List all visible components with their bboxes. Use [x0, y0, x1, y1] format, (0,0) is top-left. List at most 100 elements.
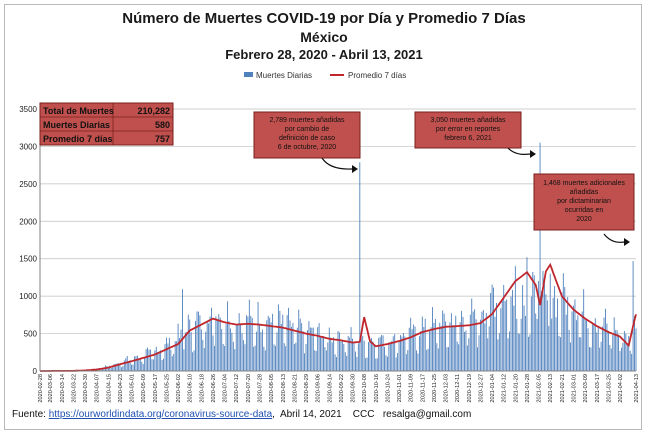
summary-value-daily: 580 — [155, 120, 170, 130]
annotation-oct-arrow — [321, 157, 353, 170]
bar — [559, 337, 561, 371]
bar — [291, 326, 292, 371]
bar — [151, 359, 153, 371]
bar — [259, 324, 260, 371]
annotation-apr-arrow — [603, 233, 625, 243]
bar — [545, 294, 547, 371]
bar — [573, 305, 574, 371]
bar — [113, 363, 115, 371]
bar — [343, 343, 345, 371]
bar — [166, 337, 167, 371]
bar — [503, 284, 505, 371]
bar — [359, 162, 361, 371]
bar — [587, 328, 589, 371]
y-tick-label: 1000 — [19, 292, 37, 301]
bar — [186, 331, 188, 371]
bar — [128, 361, 130, 371]
bar — [225, 324, 227, 371]
bar — [224, 345, 226, 371]
bar — [331, 342, 333, 371]
bar — [632, 261, 634, 371]
bar — [551, 318, 553, 371]
bar — [296, 327, 298, 371]
summary-box: Total de Muertes 210,282 Muertes Diarias… — [39, 102, 174, 146]
bar — [594, 318, 596, 371]
footer-prefix: Fuente: — [12, 409, 46, 420]
bar — [443, 313, 445, 371]
x-tick-label: 2021-01-28 — [525, 374, 531, 403]
bar — [150, 349, 151, 371]
x-tick-label: 2021-04-02 — [618, 374, 624, 403]
bar — [203, 348, 205, 371]
bar — [235, 323, 237, 371]
bar — [464, 332, 465, 371]
summary-label-avg: Promedio 7 días — [43, 134, 113, 144]
bar — [269, 317, 271, 371]
bar — [401, 336, 403, 371]
bar — [439, 322, 441, 371]
x-tick-label: 2020-10-24 — [385, 374, 391, 403]
bar — [311, 327, 313, 371]
bar — [609, 344, 611, 371]
bar — [520, 318, 522, 371]
bar — [279, 310, 281, 371]
bar — [405, 354, 407, 371]
annotation-apr: 1,468 muertes adicionales añadidas por d… — [533, 173, 635, 246]
bar — [190, 332, 192, 371]
x-tick-label: 2020-12-03 — [444, 374, 450, 403]
bar — [619, 351, 621, 371]
bar — [112, 367, 114, 371]
bar — [433, 322, 435, 371]
bar — [251, 317, 253, 371]
x-tick-label: 2020-11-09 — [409, 374, 415, 402]
x-tick-label: 2020-06-26 — [211, 374, 217, 403]
bar — [195, 320, 196, 371]
bar — [628, 335, 630, 371]
bar — [232, 341, 234, 371]
bar — [506, 299, 508, 371]
bar — [147, 347, 149, 371]
bar — [298, 309, 300, 371]
x-tick-label: 2021-01-04 — [490, 374, 496, 403]
x-tick-label: 2020-10-08 — [362, 374, 368, 403]
x-tick-label: 2021-02-21 — [560, 374, 566, 403]
bar — [266, 320, 268, 371]
bar — [616, 330, 618, 371]
bar — [602, 326, 604, 371]
bar — [288, 307, 290, 371]
x-tick-label: 2020-07-04 — [223, 374, 229, 403]
bar — [527, 336, 529, 371]
bar — [410, 317, 412, 371]
bar — [318, 323, 320, 371]
bar — [612, 335, 614, 371]
bar — [501, 299, 503, 371]
bar — [301, 323, 303, 371]
bar — [173, 353, 175, 371]
chart-title: Número de Muertes COVID-19 por Día y Pro… — [122, 10, 526, 27]
bar — [305, 343, 307, 371]
bar — [118, 363, 119, 371]
bar — [234, 349, 236, 371]
bar — [461, 310, 463, 371]
annotation-oct-line-1: 2,789 muertes añadidas — [269, 117, 345, 124]
bar — [158, 351, 160, 371]
bar — [157, 352, 159, 371]
legend-daily-label: Muertes Diarias — [256, 71, 312, 80]
footer: Fuente: https://ourworldindata.org/coron… — [12, 409, 472, 420]
bar — [536, 318, 538, 371]
bar — [432, 307, 433, 371]
bar — [578, 337, 580, 371]
bar — [122, 366, 124, 371]
y-tick-label: 0 — [33, 367, 38, 376]
bar — [468, 338, 470, 371]
y-tick-label: 500 — [24, 330, 38, 339]
bar — [295, 342, 297, 371]
bar — [193, 350, 195, 371]
bar — [346, 355, 348, 371]
footer-source-link[interactable]: https://ourworldindata.org/coronavirus-s… — [48, 409, 273, 420]
bar — [606, 323, 608, 371]
bar — [237, 323, 239, 371]
bar — [107, 366, 109, 371]
bar — [260, 332, 262, 371]
bar — [228, 321, 230, 371]
